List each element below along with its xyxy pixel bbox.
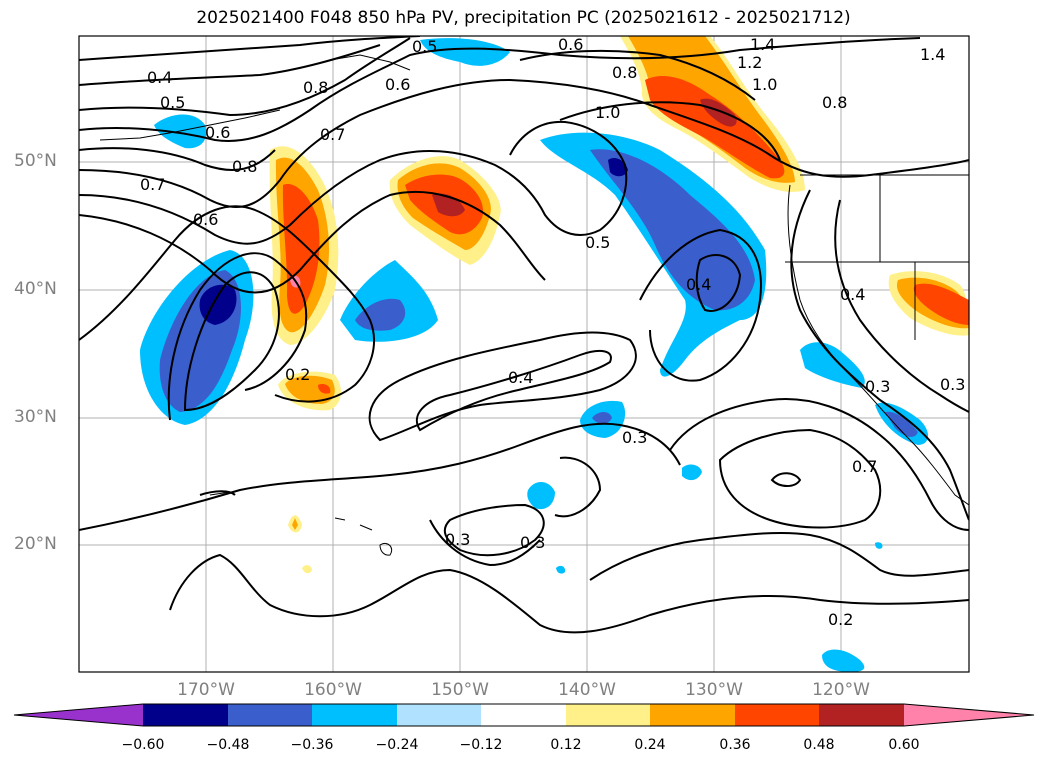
colorbar-tick-label: 0.60 [888, 737, 920, 753]
colorbar-tick-label: 0.24 [634, 737, 666, 753]
colorbar-tick-label: −0.60 [121, 737, 165, 753]
contour-label: 1.4 [750, 35, 775, 54]
lon-tick-label: 140°W [558, 680, 616, 700]
contour-label: 0.6 [205, 123, 230, 142]
contour-label: 0.5 [412, 37, 437, 56]
contour-label: 0.3 [520, 533, 545, 552]
lon-tick-label: 120°W [812, 680, 870, 700]
colorbar-tick-label: −0.36 [290, 737, 334, 753]
contour-label: 0.6 [558, 35, 583, 54]
contour-labels: 0.4 0.5 0.6 0.8 0.7 0.6 0.8 0.7 0.6 1.0 … [140, 35, 965, 629]
contour-label: 0.2 [828, 610, 853, 629]
contour-label: 1.4 [920, 45, 945, 64]
colorbar-segment [650, 704, 735, 726]
colorbar-tick-label: −0.24 [375, 737, 419, 753]
contour-label: 1.2 [737, 53, 762, 72]
colorbar [13, 703, 1035, 727]
colorbar-segment [312, 704, 397, 726]
lat-tick-label: 40°N [14, 279, 57, 299]
lon-tick-label: 150°W [431, 680, 489, 700]
contour-label: 0.8 [612, 63, 637, 82]
contour-label: 0.3 [622, 428, 647, 447]
contour-label: 0.5 [585, 233, 610, 252]
contour-label: 1.0 [752, 75, 777, 94]
lat-tick-label: 20°N [14, 534, 57, 554]
contour-label: 0.7 [140, 175, 165, 194]
map-title: 2025021400 F048 850 hPa PV, precipitatio… [196, 8, 851, 28]
lon-tick-label: 170°W [177, 680, 235, 700]
precip-negative-areas [140, 38, 929, 672]
colorbar-segment [397, 704, 481, 726]
contour-label: 0.6 [385, 75, 410, 94]
colorbar-tick-label: −0.48 [206, 737, 250, 753]
contour-label: 0.4 [508, 368, 533, 387]
contour-label: 0.7 [852, 457, 877, 476]
colorbar-segment [143, 704, 228, 726]
colorbar-segment [228, 704, 312, 726]
colorbar-extend-high [904, 704, 1034, 726]
colorbar-outline [13, 703, 1035, 727]
colorbar-extend-low [14, 704, 143, 726]
contour-label: 0.3 [445, 530, 470, 549]
colorbar-segment [566, 704, 650, 726]
colorbar-tick-label: −0.12 [459, 737, 503, 753]
colorbar-tick-label: 0.48 [803, 737, 835, 753]
contour-label: 0.3 [940, 375, 965, 394]
lon-tick-label: 160°W [304, 680, 362, 700]
contour-label: 0.3 [865, 377, 890, 396]
contour-label: 0.8 [822, 93, 847, 112]
contour-label: 0.2 [285, 365, 310, 384]
lat-tick-label: 50°N [14, 151, 57, 171]
colorbar-segment [481, 704, 566, 726]
colorbar-segment [819, 704, 904, 726]
contour-label: 1.0 [595, 103, 620, 122]
lon-tick-label: 130°W [685, 680, 743, 700]
colorbar-tick-label: 0.12 [550, 737, 582, 753]
lat-tick-label: 30°N [14, 407, 57, 427]
coastlines [99, 54, 969, 556]
contour-label: 0.8 [303, 78, 328, 97]
contour-label: 0.6 [193, 210, 218, 229]
plot-frame [78, 35, 970, 673]
contour-label: 0.4 [147, 68, 172, 87]
contour-label: 0.5 [160, 93, 185, 112]
colorbar-tick-label: 0.36 [719, 737, 751, 753]
colorbar-segment [735, 704, 819, 726]
contour-label: 0.7 [320, 125, 345, 144]
pv-contours [79, 36, 969, 634]
contour-label: 0.8 [232, 157, 257, 176]
contour-label: 0.4 [686, 275, 711, 294]
contour-label: 0.4 [840, 285, 865, 304]
